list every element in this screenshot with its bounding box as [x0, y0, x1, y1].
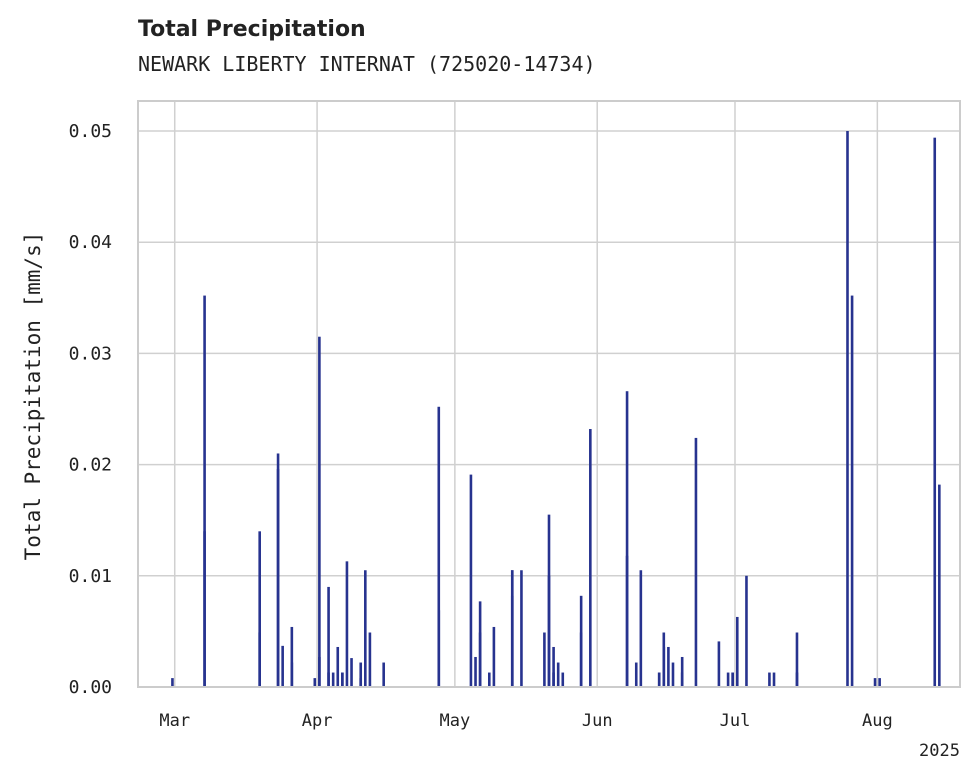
precip-bar [671, 662, 675, 687]
precip-bar [313, 678, 317, 687]
x-tick-label: May [440, 711, 471, 731]
precip-bar [726, 672, 730, 687]
precip-bar [579, 595, 583, 687]
precip-bar [933, 137, 937, 687]
y-tick-label: 0.02 [69, 455, 112, 476]
precip-bar [662, 632, 666, 687]
precip-bar [345, 561, 349, 687]
y-tick-label: 0.00 [69, 677, 112, 698]
precip-bar [850, 295, 854, 687]
x-tick-label: Jun [582, 711, 613, 731]
precip-bar [680, 656, 684, 687]
x-axis-year-label: 2025 [919, 741, 960, 761]
precip-bar [556, 662, 560, 687]
y-tick-label: 0.05 [69, 121, 112, 142]
precip-bar [382, 662, 385, 687]
precip-bar [731, 672, 734, 687]
precip-bar [878, 678, 881, 687]
precip-bar [488, 672, 491, 687]
y-tick-label: 0.01 [69, 566, 112, 587]
precip-bar [543, 632, 546, 687]
precip-bar [694, 437, 698, 687]
precip-bar [203, 295, 206, 687]
precip-bar [520, 570, 523, 687]
y-axis-label: Total Precipitation [mm/s] [21, 232, 45, 561]
precip-bar [510, 570, 514, 687]
precip-bar [547, 575, 551, 687]
precip-bar [258, 632, 261, 687]
precip-bar [625, 391, 629, 687]
precip-bar [561, 672, 565, 687]
precip-bar [290, 662, 294, 687]
precip-bar [331, 672, 335, 687]
precip-bar [680, 672, 684, 687]
precip-bar [290, 626, 294, 687]
precip-bar [359, 662, 363, 687]
precip-bar [276, 453, 280, 687]
precip-bar [364, 570, 367, 687]
precip-bar [795, 632, 799, 687]
precip-bar [203, 531, 206, 687]
precip-bar [318, 336, 321, 687]
y-tick-label: 0.04 [69, 232, 112, 253]
precip-bar [478, 632, 482, 687]
precip-bar [772, 672, 776, 687]
precip-bar [437, 406, 441, 687]
x-tick-label: Apr [302, 711, 333, 731]
precip-bar [281, 645, 284, 687]
precip-bar [469, 474, 473, 687]
precip-bar [474, 656, 477, 687]
x-axis-ticks: Mar Apr May Jun Jul Aug [159, 711, 892, 731]
precip-bar [634, 662, 638, 687]
precip-bar [657, 672, 661, 687]
chart-subtitle: NEWARK LIBERTY INTERNAT (725020-14734) [138, 52, 596, 76]
precip-bar [846, 131, 849, 687]
precip-bar [768, 672, 771, 687]
precip-bar [938, 484, 941, 687]
precip-bar [735, 616, 739, 687]
precip-bar [258, 531, 261, 687]
chart-title: Total Precipitation [138, 17, 366, 42]
precip-bar [492, 626, 496, 687]
x-tick-label: Aug [862, 711, 893, 731]
precip-bar [552, 646, 555, 687]
precip-bar [667, 646, 670, 687]
precip-bar [589, 429, 592, 687]
y-axis-ticks: 0.00 0.01 0.02 0.03 0.04 0.05 [69, 121, 112, 698]
precip-bar [745, 575, 748, 687]
precip-bar [795, 672, 799, 687]
grid-lines [138, 101, 960, 688]
precip-bar [327, 586, 330, 687]
precip-bar [368, 632, 372, 687]
x-tick-label: Jul [720, 711, 751, 731]
bar-series [171, 131, 941, 687]
precip-bar [873, 678, 877, 687]
precip-bar [341, 672, 344, 687]
precip-bar [552, 672, 555, 687]
precip-bar [171, 678, 174, 687]
precip-bar [717, 641, 721, 687]
precip-bar [327, 672, 330, 687]
plot-frame [137, 100, 961, 688]
y-tick-label: 0.03 [69, 343, 112, 364]
precip-bar [350, 658, 353, 687]
x-tick-label: Mar [159, 711, 190, 731]
precip-bar [639, 570, 643, 687]
precip-bar [336, 646, 340, 687]
